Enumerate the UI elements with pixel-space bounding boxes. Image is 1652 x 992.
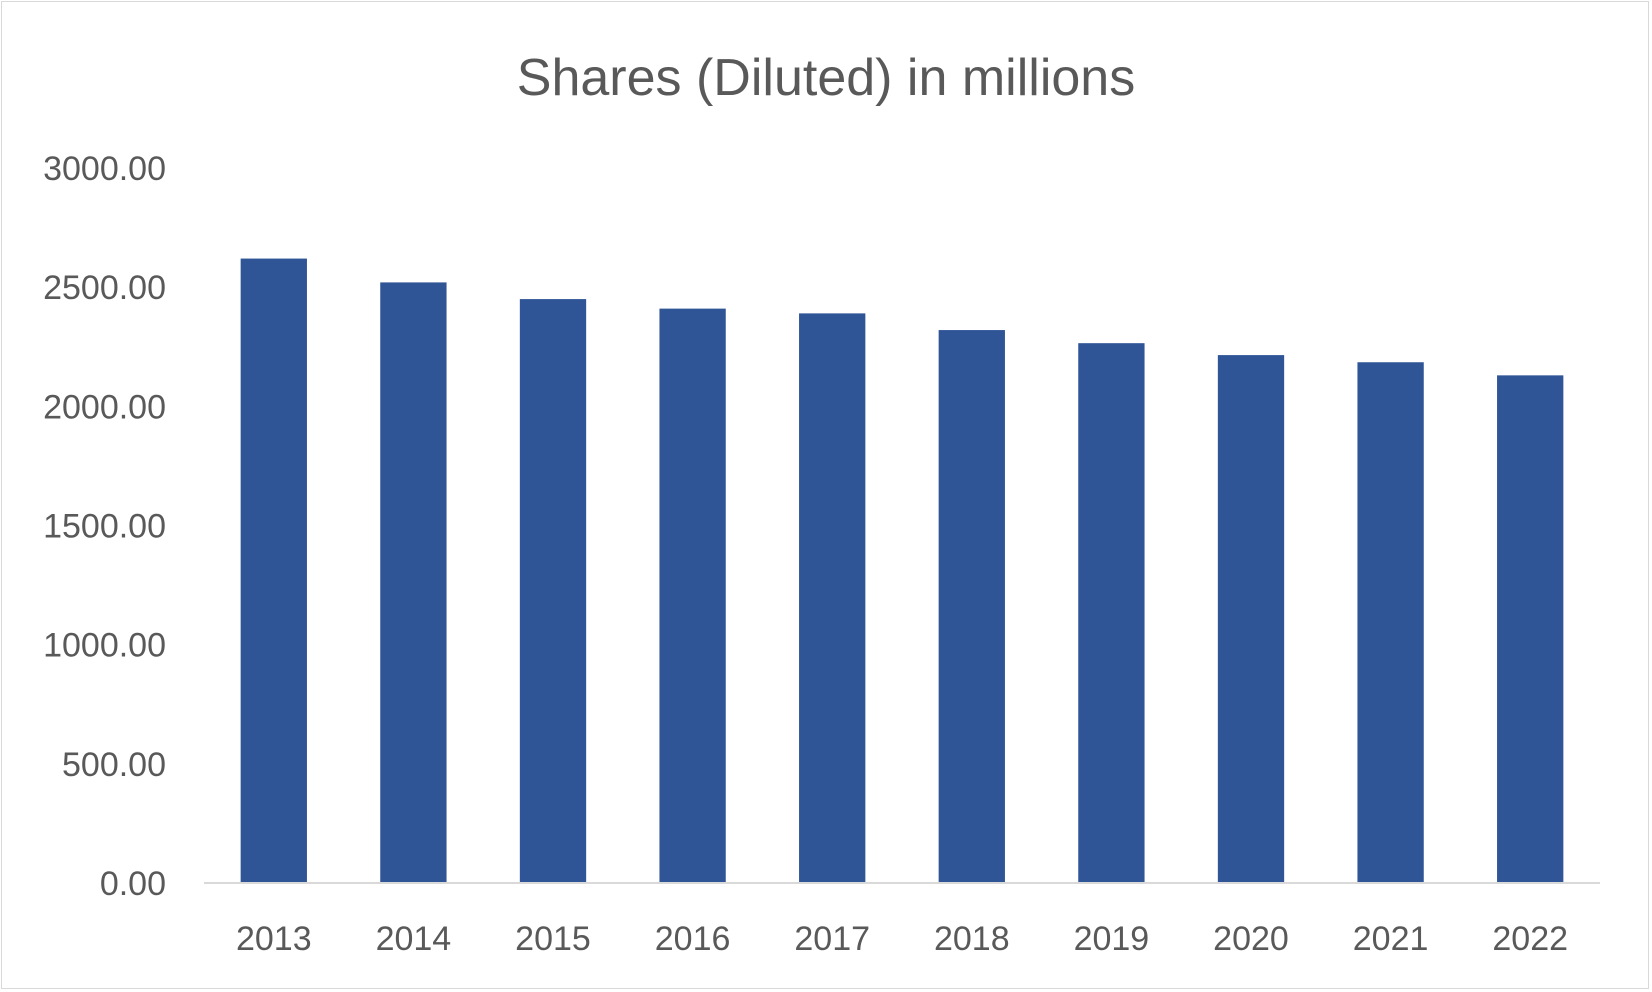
y-tick-label: 500.00 xyxy=(62,746,166,784)
x-tick-label: 2013 xyxy=(236,920,312,958)
y-tick-label: 2000.00 xyxy=(43,388,166,426)
y-axis-labels: 0.00 500.00 1000.00 1500.00 2000.00 2500.00 30… xyxy=(43,150,166,903)
bars xyxy=(240,258,1564,884)
bar-2020 xyxy=(1217,355,1285,883)
x-tick-label: 2020 xyxy=(1213,920,1289,958)
x-tick-label: 2022 xyxy=(1492,920,1568,958)
y-tick-label: 1500.00 xyxy=(43,508,166,546)
x-tick-label: 2017 xyxy=(794,920,870,958)
chart-title: Shares (Diluted) in millions xyxy=(517,49,1135,107)
y-tick-label: 1000.00 xyxy=(43,627,166,665)
bar-2015 xyxy=(519,299,587,883)
bar-2016 xyxy=(659,308,726,883)
bar-2019 xyxy=(1078,343,1145,883)
y-tick-label: 2500.00 xyxy=(43,269,166,307)
x-axis-labels: 2013 2014 2015 2016 2017 2018 2019 2020 2021 2022 xyxy=(236,920,1568,958)
x-tick-label: 2021 xyxy=(1353,920,1429,958)
x-tick-label: 2014 xyxy=(376,920,452,958)
bar-2021 xyxy=(1357,362,1424,883)
bar-2013 xyxy=(240,258,307,884)
x-tick-label: 2019 xyxy=(1074,920,1150,958)
bar-2022 xyxy=(1497,375,1564,883)
bar-2018 xyxy=(938,330,1005,884)
bar-2017 xyxy=(799,313,866,884)
x-tick-label: 2016 xyxy=(655,920,731,958)
bar-2014 xyxy=(380,282,447,883)
x-tick-label: 2018 xyxy=(934,920,1010,958)
x-tick-label: 2015 xyxy=(515,920,591,958)
y-tick-label: 3000.00 xyxy=(43,150,166,188)
y-tick-label: 0.00 xyxy=(100,865,166,903)
